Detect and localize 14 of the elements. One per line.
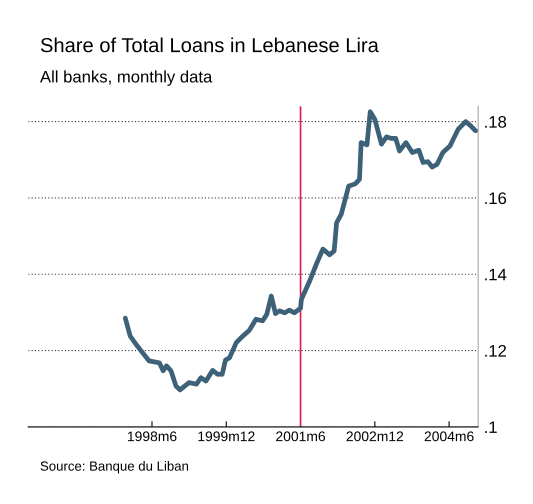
line-series xyxy=(122,109,478,392)
x-tick-label: 1998m6 xyxy=(128,431,176,442)
x-tick-label: 1999m12 xyxy=(198,431,255,442)
x-tick-label: 2002m12 xyxy=(346,431,404,442)
y-tick-label: .14 xyxy=(485,268,506,280)
y-tick-label: .1 xyxy=(485,421,497,433)
source-note: Source: Banque du Liban xyxy=(40,461,188,474)
chart-subtitle: All banks, monthly data xyxy=(40,70,212,86)
chart-title: Share of Total Loans in Lebanese Lira xyxy=(40,37,379,52)
x-tick-label: 2004m6 xyxy=(424,431,474,442)
y-tick-label: .12 xyxy=(485,344,506,357)
x-tick-label: 2001m6 xyxy=(276,431,326,442)
y-tick-label: .18 xyxy=(485,116,506,128)
y-tick-label: .16 xyxy=(485,192,506,204)
